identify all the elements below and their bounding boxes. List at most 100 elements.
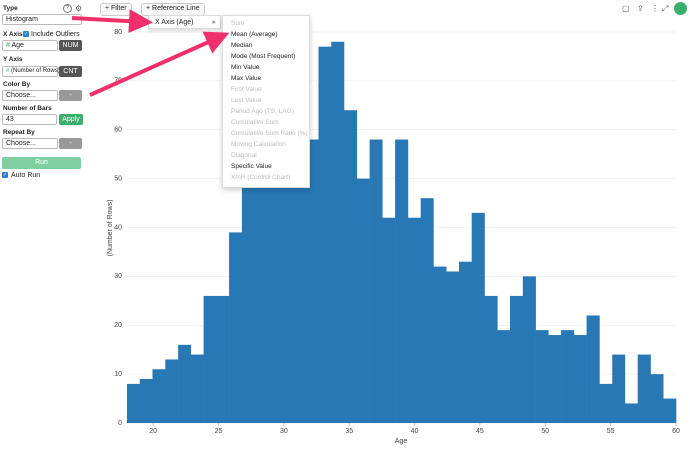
bar <box>203 295 217 423</box>
bar <box>650 374 664 423</box>
bar <box>152 369 166 423</box>
help-icon[interactable]: ? <box>63 4 72 13</box>
bar <box>305 139 319 423</box>
bar <box>599 383 613 423</box>
y-tick-label: 10 <box>114 371 122 378</box>
menu-item[interactable]: Mode (Most Frequent) <box>231 53 296 60</box>
bar <box>573 335 587 423</box>
button[interactable]: - <box>59 90 82 101</box>
bar <box>280 154 294 423</box>
more-icon[interactable]: ⋮ <box>651 4 659 13</box>
apply-button[interactable]: Apply <box>59 114 83 125</box>
label: Y Axis <box>3 56 23 63</box>
type-select[interactable]: Histogram <box>2 14 82 25</box>
input[interactable]: 43 <box>2 114 57 125</box>
x-axis-title: Age <box>395 438 408 445</box>
menu-item: Sum <box>231 20 245 27</box>
y-tick-label: 30 <box>114 273 122 280</box>
column-name: (Number of Rows) <box>11 68 60 74</box>
checkbox-label: Auto Run <box>11 172 41 179</box>
label: Color By <box>3 81 31 88</box>
menu-item[interactable]: Min Value <box>231 64 260 71</box>
label: X Axis <box>3 31 23 38</box>
bar <box>637 354 651 423</box>
bar <box>356 178 370 423</box>
bar <box>459 261 472 423</box>
menu-item: Last Value <box>231 97 262 104</box>
menu-item[interactable]: Median <box>231 42 253 49</box>
menu-item: Diagonal <box>231 152 257 159</box>
bar <box>139 379 153 423</box>
bar <box>254 154 268 423</box>
x-tick-label: 35 <box>345 428 353 435</box>
menu-item[interactable]: Mean (Average) <box>231 31 278 38</box>
submenu: Sum Mean (Average) Median Mode (Most Freque… <box>222 15 310 188</box>
menu-item: Period Ago (TS, LAG) <box>231 108 294 115</box>
bar <box>395 139 409 423</box>
checkbox[interactable]: ✓ <box>23 31 29 37</box>
bar <box>586 315 600 423</box>
menu-item: Cumulative Sum <box>231 119 279 126</box>
menu-item[interactable]: Specific Value <box>231 163 272 170</box>
button[interactable]: - <box>59 138 82 149</box>
comment-icon[interactable]: ▢ <box>622 4 630 13</box>
column-select[interactable]: # Age <box>2 40 58 51</box>
bar <box>433 266 447 423</box>
bar <box>535 330 549 423</box>
expand-icon[interactable]: ⤢ <box>662 4 669 13</box>
y-tick-label: 60 <box>114 127 122 134</box>
label: Number of Bars <box>3 105 52 112</box>
y-tick-label: 0 <box>118 420 122 427</box>
bar <box>420 198 434 423</box>
bar <box>165 359 179 423</box>
bar <box>318 46 332 423</box>
checkbox-label: Include Outliers <box>31 31 80 38</box>
y-tick-label: 70 <box>114 78 122 85</box>
menu-item: First Value <box>231 86 262 93</box>
bar <box>216 295 230 423</box>
bar <box>407 217 422 423</box>
pin-button[interactable] <box>674 2 687 15</box>
label: Type <box>3 5 18 12</box>
settings-icon[interactable]: ⚙ <box>75 4 83 13</box>
y-tick-label: 80 <box>114 29 122 36</box>
bar <box>446 271 460 423</box>
x-tick-label: 55 <box>607 428 615 435</box>
bar <box>522 276 536 423</box>
bar <box>509 295 524 423</box>
y-tick-label: 20 <box>114 322 122 329</box>
bar <box>548 335 562 423</box>
x-tick-label: 60 <box>672 428 680 435</box>
filter-button[interactable]: + Filter <box>100 3 132 16</box>
bar <box>561 330 575 423</box>
y-axis-title: (Number of Rows) <box>107 200 114 257</box>
run-button[interactable]: Run <box>2 157 81 169</box>
x-tick-label: 45 <box>476 428 484 435</box>
bar <box>624 403 639 423</box>
bar <box>471 212 485 423</box>
column-select[interactable]: # (Number of Rows) <box>2 66 60 77</box>
checkbox[interactable]: ✓ <box>2 172 8 178</box>
x-tick-label: 20 <box>149 428 157 435</box>
x-tick-label: 40 <box>411 428 419 435</box>
color-select[interactable]: Choose... <box>2 90 58 101</box>
type-badge[interactable]: CNT <box>59 66 82 77</box>
x-tick-label: 30 <box>280 428 288 435</box>
bar <box>178 344 192 423</box>
repeat-select[interactable]: Choose... <box>2 138 58 149</box>
type-badge[interactable]: NUM <box>59 40 82 51</box>
column-name: Age <box>11 42 24 49</box>
bar <box>612 354 626 423</box>
y-tick-label: 40 <box>114 224 122 231</box>
menu-header[interactable]: X Axis (Age) ▸ <box>148 15 221 29</box>
x-tick-label: 25 <box>215 428 223 435</box>
menu-item: XmR (Control Chart) <box>231 174 291 181</box>
bar <box>331 41 345 424</box>
menu-item[interactable]: Max Value <box>231 75 262 82</box>
bar <box>190 354 204 423</box>
bar <box>267 134 281 423</box>
menu-header-label: X Axis (Age) <box>155 19 194 26</box>
menu-item: Cumulative Sum Ratio (%) <box>231 130 308 137</box>
share-icon[interactable]: ⇪ <box>637 4 644 13</box>
